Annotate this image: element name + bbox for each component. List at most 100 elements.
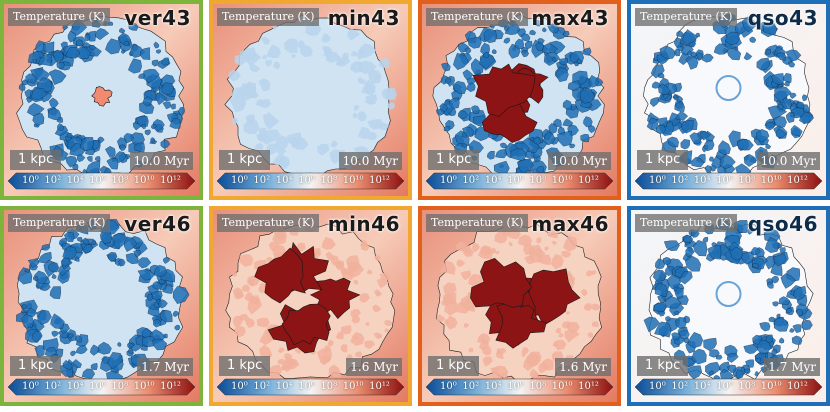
cold-clump (365, 94, 378, 105)
colorbar-tick-label: 10⁸ (529, 175, 547, 186)
cold-clump (674, 287, 684, 300)
colorbar-tick-label: 10⁶ (716, 175, 733, 186)
cold-clump (707, 244, 722, 260)
cold-clump (521, 352, 526, 358)
cold-clump (350, 331, 365, 346)
cold-clump (150, 123, 157, 130)
cold-clump (61, 257, 71, 267)
cold-clump (709, 349, 720, 358)
cold-clump (776, 313, 781, 319)
colorbar-tick-label: 10¹⁰ (133, 175, 155, 186)
cold-clump (676, 30, 684, 37)
cold-clump (781, 97, 792, 110)
cold-clump (446, 315, 458, 330)
scale-bar: 1 kpc (428, 150, 480, 170)
colorbar-tick-label: 10⁴ (484, 175, 502, 186)
cold-clump (463, 297, 475, 312)
colorbar: 10⁰ 10² 10⁴ 10⁶ 10⁸ 10¹⁰ 10¹² (217, 172, 404, 190)
cold-clump (756, 57, 771, 71)
cold-clump (700, 131, 711, 141)
cold-clump (795, 308, 803, 317)
cold-clump (266, 44, 281, 59)
cold-clump (646, 117, 659, 131)
cold-clump (381, 88, 395, 100)
cold-clump (582, 47, 592, 56)
cold-clump (57, 123, 64, 131)
cold-clump (523, 356, 537, 372)
colorbar-tick-label: 10⁰ (440, 381, 457, 392)
time-label: 10.0 Myr (338, 152, 402, 170)
cold-clump (239, 254, 254, 267)
cold-clump (449, 97, 460, 109)
cold-clump (482, 356, 493, 367)
cold-clump (495, 149, 508, 159)
cold-clump (524, 40, 533, 50)
cold-clump (378, 122, 389, 130)
cold-clump (435, 108, 445, 116)
cold-clump (674, 48, 681, 57)
cold-clump (802, 94, 808, 102)
quantity-label: Temperature (K) (426, 214, 529, 232)
cold-clump (340, 344, 348, 353)
cold-clump (759, 322, 771, 332)
cold-clump (153, 264, 168, 277)
cold-clump (674, 310, 680, 316)
cold-clump (476, 333, 491, 345)
cold-clump (551, 57, 557, 63)
cold-clump (562, 99, 572, 110)
cold-clump (321, 236, 336, 250)
cold-clump (730, 246, 743, 261)
cold-clump (495, 348, 504, 360)
central-contour (715, 281, 742, 307)
cold-clump (137, 269, 156, 281)
cold-clump (340, 267, 348, 275)
cold-clump (77, 236, 83, 242)
cold-clump (378, 58, 391, 68)
colorbar-tick-label: 10¹² (578, 175, 599, 186)
cold-clump (33, 275, 39, 281)
cold-clump (702, 236, 709, 243)
cold-clump (501, 372, 508, 380)
cold-clump (81, 368, 96, 379)
cold-clump (249, 63, 261, 72)
cold-clump (384, 319, 393, 326)
cold-clump (52, 49, 65, 64)
colorbar-tick-label: 10² (462, 175, 480, 186)
cold-clump (234, 325, 246, 338)
cold-clump (89, 44, 96, 51)
cold-clump (127, 342, 134, 349)
cold-clump (580, 133, 590, 143)
cold-clump (551, 240, 558, 246)
cold-clump (443, 126, 451, 132)
colorbar-ticks: 10⁰ 10² 10⁴ 10⁶ 10⁸ 10¹⁰ 10¹² (440, 172, 599, 190)
colorbar-tick-label: 10⁸ (320, 381, 338, 392)
quantity-label: Temperature (K) (217, 8, 320, 26)
cold-clump (551, 351, 564, 363)
cold-clump (726, 364, 737, 373)
cold-clump (368, 69, 382, 84)
cold-clump (591, 321, 599, 328)
cold-clump (563, 30, 570, 38)
cold-clump (523, 243, 535, 256)
colorbar-tick-label: 10¹⁰ (760, 175, 782, 186)
cold-clump (580, 87, 595, 104)
cold-clump (567, 80, 581, 91)
cold-clump (664, 296, 682, 309)
scale-label: 1 kpc (645, 358, 681, 373)
cold-clump (347, 28, 360, 41)
scale-bar: 1 kpc (637, 150, 689, 170)
cold-clump (367, 131, 378, 141)
cold-clump (376, 278, 389, 289)
cold-clump (676, 95, 684, 103)
cold-clump (796, 101, 805, 109)
cold-clump (564, 328, 580, 343)
cold-clump (374, 255, 381, 261)
cold-clump (464, 322, 470, 329)
colorbar-tick-label: 10⁶ (507, 175, 524, 186)
cold-clump (547, 23, 559, 34)
cold-clump (239, 50, 248, 60)
cold-clump (161, 57, 170, 66)
cold-clump (580, 288, 588, 296)
cold-clump (37, 309, 52, 326)
colorbar-tick-label: 10⁰ (231, 175, 248, 186)
